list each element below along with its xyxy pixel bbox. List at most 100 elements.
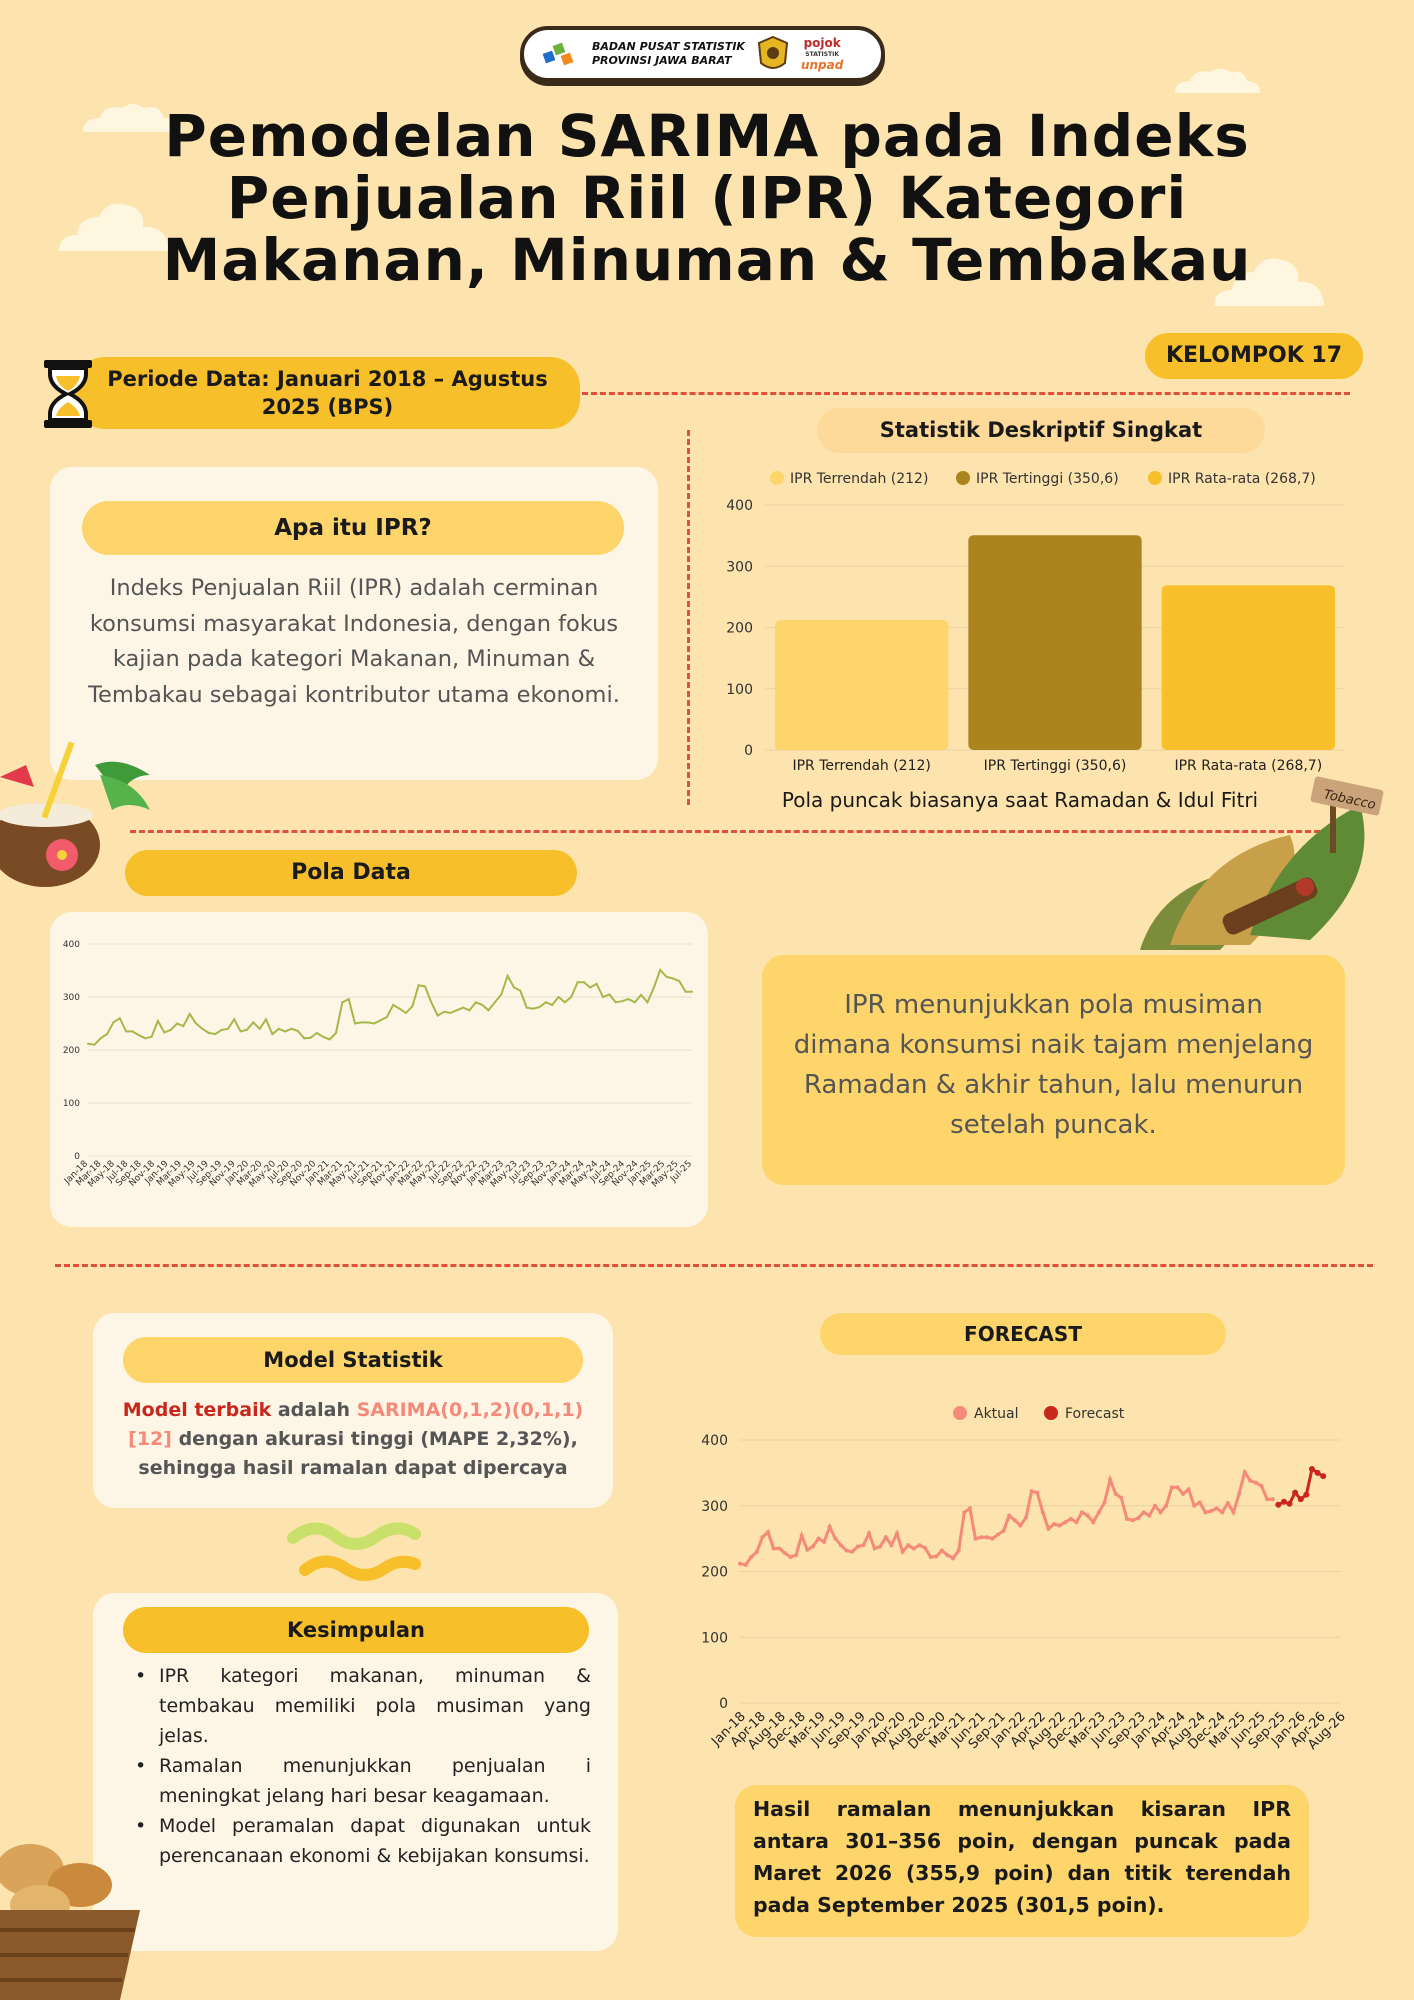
data-point: [271, 1033, 274, 1036]
actual-data-point: [782, 1551, 787, 1556]
data-point: [557, 996, 560, 998]
actual-data-point: [1085, 1513, 1090, 1518]
actual-data-point: [1007, 1513, 1012, 1518]
actual-data-point: [889, 1543, 894, 1548]
squiggle-decoration: [287, 1522, 421, 1581]
forecast-summary-card: Hasil ramalan menunjukkan kisaran IPR an…: [735, 1785, 1309, 1937]
forecast-data-point: [1280, 1498, 1287, 1505]
data-point: [315, 1032, 318, 1035]
actual-data-point: [1091, 1520, 1096, 1525]
data-point: [493, 1001, 496, 1004]
data-point: [360, 1021, 363, 1024]
actual-data-point: [945, 1553, 950, 1558]
y-tick-label: 0: [74, 1152, 80, 1162]
data-point: [265, 1018, 268, 1021]
data-point: [125, 1030, 128, 1033]
series-line: [87, 968, 692, 1046]
bps-logo-icon: [542, 42, 574, 66]
data-point: [443, 1010, 446, 1013]
conclusion-list: IPR kategori makanan, minuman & tembakau…: [125, 1661, 591, 1871]
ipr-card: Apa itu IPR? Indeks Penjualan Riil (IPR)…: [50, 467, 658, 780]
data-point: [156, 1019, 159, 1022]
data-point: [239, 1030, 242, 1033]
cloud-decoration: [59, 203, 169, 251]
data-point: [106, 1033, 109, 1036]
data-point: [226, 1027, 229, 1030]
data-point: [481, 1003, 484, 1006]
data-point: [347, 998, 350, 1001]
actual-data-point: [1052, 1522, 1057, 1527]
actual-data-point: [1203, 1510, 1208, 1515]
y-tick-label: 400: [726, 498, 753, 514]
actual-data-point: [962, 1510, 967, 1515]
actual-data-point: [1225, 1501, 1230, 1506]
data-point: [328, 1038, 331, 1041]
actual-data-point: [1192, 1503, 1197, 1508]
actual-data-point: [844, 1548, 849, 1553]
actual-data-point: [923, 1545, 928, 1550]
actual-data-point: [872, 1546, 877, 1551]
actual-data-point: [1102, 1500, 1107, 1505]
data-point: [303, 1037, 306, 1040]
data-point: [207, 1032, 210, 1035]
actual-data-point: [1057, 1523, 1062, 1528]
actual-data-point: [1141, 1510, 1146, 1515]
actual-data-point: [754, 1549, 759, 1554]
actual-data-point: [1119, 1495, 1124, 1500]
data-point: [252, 1021, 255, 1024]
data-point: [684, 990, 687, 993]
actual-data-point: [1108, 1477, 1113, 1482]
conclusion-heading-pill: Kesimpulan: [123, 1607, 589, 1653]
data-point: [449, 1011, 452, 1014]
logo-line-2: PROVINSI JAWA BARAT: [592, 54, 732, 67]
legend-marker: [770, 471, 784, 485]
actual-data-point: [1113, 1491, 1118, 1496]
data-point: [665, 975, 668, 978]
forecast-heading-pill: FORECAST: [820, 1313, 1226, 1355]
data-point: [601, 996, 604, 998]
ipr-description: Indeks Penjualan Riil (IPR) adalah cermi…: [88, 575, 620, 708]
cloud-decoration: [1175, 68, 1260, 93]
data-point: [691, 990, 693, 993]
actual-data-point: [1040, 1510, 1045, 1515]
actual-data-point: [956, 1548, 961, 1553]
data-point: [322, 1035, 325, 1038]
actual-data-point: [1220, 1510, 1225, 1515]
pattern-insight: IPR menunjukkan pola musiman dimana kons…: [793, 990, 1314, 1140]
y-tick-label: 400: [701, 1433, 728, 1449]
model-connector: adalah: [271, 1399, 357, 1421]
data-point: [436, 1014, 439, 1017]
data-point: [277, 1027, 280, 1030]
actual-data-point: [1124, 1516, 1129, 1521]
forecast-data-point: [1286, 1500, 1293, 1507]
forecast-data-point: [1308, 1465, 1315, 1472]
data-point: [404, 1011, 407, 1014]
actual-data-point: [1080, 1510, 1085, 1515]
actual-data-point: [788, 1555, 793, 1560]
divider-lower: [55, 1264, 1373, 1267]
x-tick-label: IPR Rata-rata (268,7): [1174, 758, 1322, 774]
actual-data-point: [1169, 1485, 1174, 1490]
data-point: [468, 1009, 471, 1012]
data-point: [627, 998, 630, 1001]
legend-label: Forecast: [1065, 1406, 1125, 1422]
y-tick-label: 100: [726, 682, 753, 698]
data-point: [341, 1001, 344, 1004]
model-description: Model terbaik adalah SARIMA(0,1,2)(0,1,1…: [113, 1396, 593, 1483]
data-point: [309, 1036, 312, 1039]
legend-marker: [1148, 471, 1162, 485]
model-card: Model Statistik Model terbaik adalah SAR…: [93, 1313, 613, 1508]
period-pill: Periode Data: Januari 2018 – Agustus 202…: [75, 357, 580, 429]
data-point: [385, 1016, 388, 1019]
actual-series-line: [739, 1468, 1273, 1567]
actual-data-point: [850, 1549, 855, 1554]
data-point: [296, 1029, 299, 1032]
actual-data-point: [743, 1562, 748, 1567]
stats-note: Pola puncak biasanya saat Ramadan & Idul…: [781, 788, 1259, 812]
actual-data-point: [1046, 1526, 1051, 1531]
data-point: [671, 977, 674, 980]
actual-data-point: [861, 1543, 866, 1548]
conclusion-card: Kesimpulan IPR kategori makanan, minuman…: [93, 1593, 618, 1951]
actual-data-point: [883, 1535, 888, 1540]
model-heading: Model Statistik: [263, 1348, 443, 1372]
